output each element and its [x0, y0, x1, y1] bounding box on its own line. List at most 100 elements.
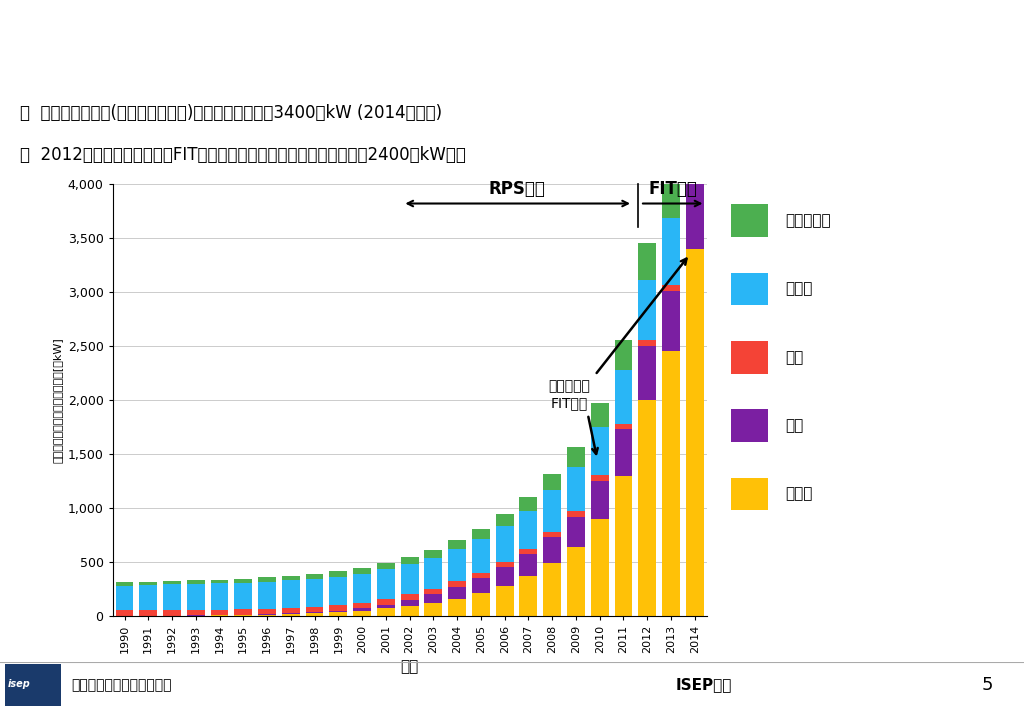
Bar	[282, 608, 300, 613]
Bar	[186, 581, 205, 584]
Bar	[614, 341, 632, 370]
Bar	[496, 561, 513, 567]
Bar	[591, 481, 608, 519]
Text: 小水力: 小水力	[785, 281, 813, 297]
Bar	[211, 580, 228, 583]
Text: 5: 5	[982, 676, 993, 694]
Bar	[234, 615, 252, 616]
Bar	[731, 478, 768, 510]
Bar	[519, 554, 538, 576]
Text: 一部太陽光
FIT制度: 一部太陽光 FIT制度	[548, 379, 590, 410]
Bar	[731, 204, 768, 236]
Bar	[472, 529, 489, 539]
Text: バイオマス: バイオマス	[785, 213, 831, 228]
Bar	[163, 584, 181, 610]
Text: FIT制度: FIT制度	[649, 180, 697, 198]
Bar	[163, 581, 181, 584]
Bar	[686, 105, 703, 178]
Bar	[377, 608, 394, 616]
Text: ・  2012年からスタートしたFIT制度により、太陽光発電が急増し、　2400万kWに。: ・ 2012年からスタートしたFIT制度により、太陽光発電が急増し、 2400万…	[20, 146, 466, 164]
Bar	[591, 475, 608, 481]
Bar	[519, 549, 538, 554]
Bar	[591, 427, 608, 475]
Bar	[353, 573, 371, 603]
Bar	[449, 581, 466, 587]
Bar	[353, 610, 371, 616]
Bar	[282, 614, 300, 616]
Bar	[234, 583, 252, 610]
Text: ISEP調査: ISEP調査	[676, 678, 732, 692]
Bar	[353, 608, 371, 610]
Bar	[543, 532, 561, 537]
Bar	[731, 341, 768, 374]
Bar	[400, 600, 419, 606]
Bar	[591, 519, 608, 616]
Bar	[614, 423, 632, 429]
Bar	[614, 476, 632, 616]
Bar	[139, 581, 158, 585]
Bar	[330, 611, 347, 612]
Bar	[258, 609, 275, 615]
Bar	[496, 567, 513, 586]
Bar	[686, 184, 703, 249]
Text: 日本国内の自然エネルギーによる設備容量の推移: 日本国内の自然エネルギーによる設備容量の推移	[20, 28, 422, 57]
Bar	[662, 285, 680, 291]
Bar	[186, 610, 205, 615]
Bar	[330, 605, 347, 611]
Bar	[282, 581, 300, 608]
Bar	[686, 249, 703, 616]
Bar	[472, 578, 489, 593]
Bar	[139, 610, 158, 616]
Bar	[424, 589, 442, 595]
Bar	[519, 576, 538, 616]
Bar	[449, 540, 466, 549]
Bar	[400, 564, 419, 594]
Bar	[305, 573, 324, 578]
Bar	[163, 610, 181, 616]
Bar	[638, 400, 656, 616]
Bar	[400, 557, 419, 564]
Bar	[424, 603, 442, 616]
Bar	[282, 576, 300, 581]
Bar	[400, 594, 419, 600]
Bar	[731, 273, 768, 305]
Bar	[116, 586, 133, 610]
Bar	[330, 576, 347, 605]
Bar	[567, 447, 585, 467]
Bar	[614, 370, 632, 423]
Bar	[424, 558, 442, 589]
Bar	[211, 610, 228, 615]
Bar	[424, 594, 442, 603]
Text: 地熱: 地熱	[785, 350, 804, 365]
Bar	[567, 517, 585, 547]
Bar	[543, 474, 561, 491]
Bar	[305, 612, 324, 613]
Bar	[353, 603, 371, 608]
Bar	[305, 607, 324, 612]
Bar	[496, 514, 513, 526]
Text: ・  自然エネルギー(大規模水力以外)による設備容量は3400万kW (2014年度末): ・ 自然エネルギー(大規模水力以外)による設備容量は3400万kW (2014年…	[20, 103, 442, 122]
Bar	[305, 578, 324, 607]
Y-axis label: 自然エネルギーの累積設備容量[万kW]: 自然エネルギーの累積設備容量[万kW]	[52, 337, 62, 463]
Bar	[116, 583, 133, 586]
Bar	[638, 280, 656, 341]
Bar	[662, 171, 680, 218]
Bar	[567, 511, 585, 517]
Bar	[472, 573, 489, 578]
Bar	[353, 568, 371, 573]
Bar	[686, 178, 703, 184]
Bar	[614, 429, 632, 476]
Bar	[377, 569, 394, 599]
Text: isep: isep	[8, 679, 31, 689]
Text: 太陽光: 太陽光	[785, 486, 813, 501]
Bar	[567, 467, 585, 511]
Bar	[377, 605, 394, 608]
Bar	[258, 578, 275, 582]
Bar	[258, 582, 275, 609]
Bar	[638, 341, 656, 346]
Bar	[543, 491, 561, 532]
Bar	[234, 578, 252, 583]
Bar	[234, 610, 252, 615]
Bar	[449, 599, 466, 616]
Bar	[496, 586, 513, 616]
